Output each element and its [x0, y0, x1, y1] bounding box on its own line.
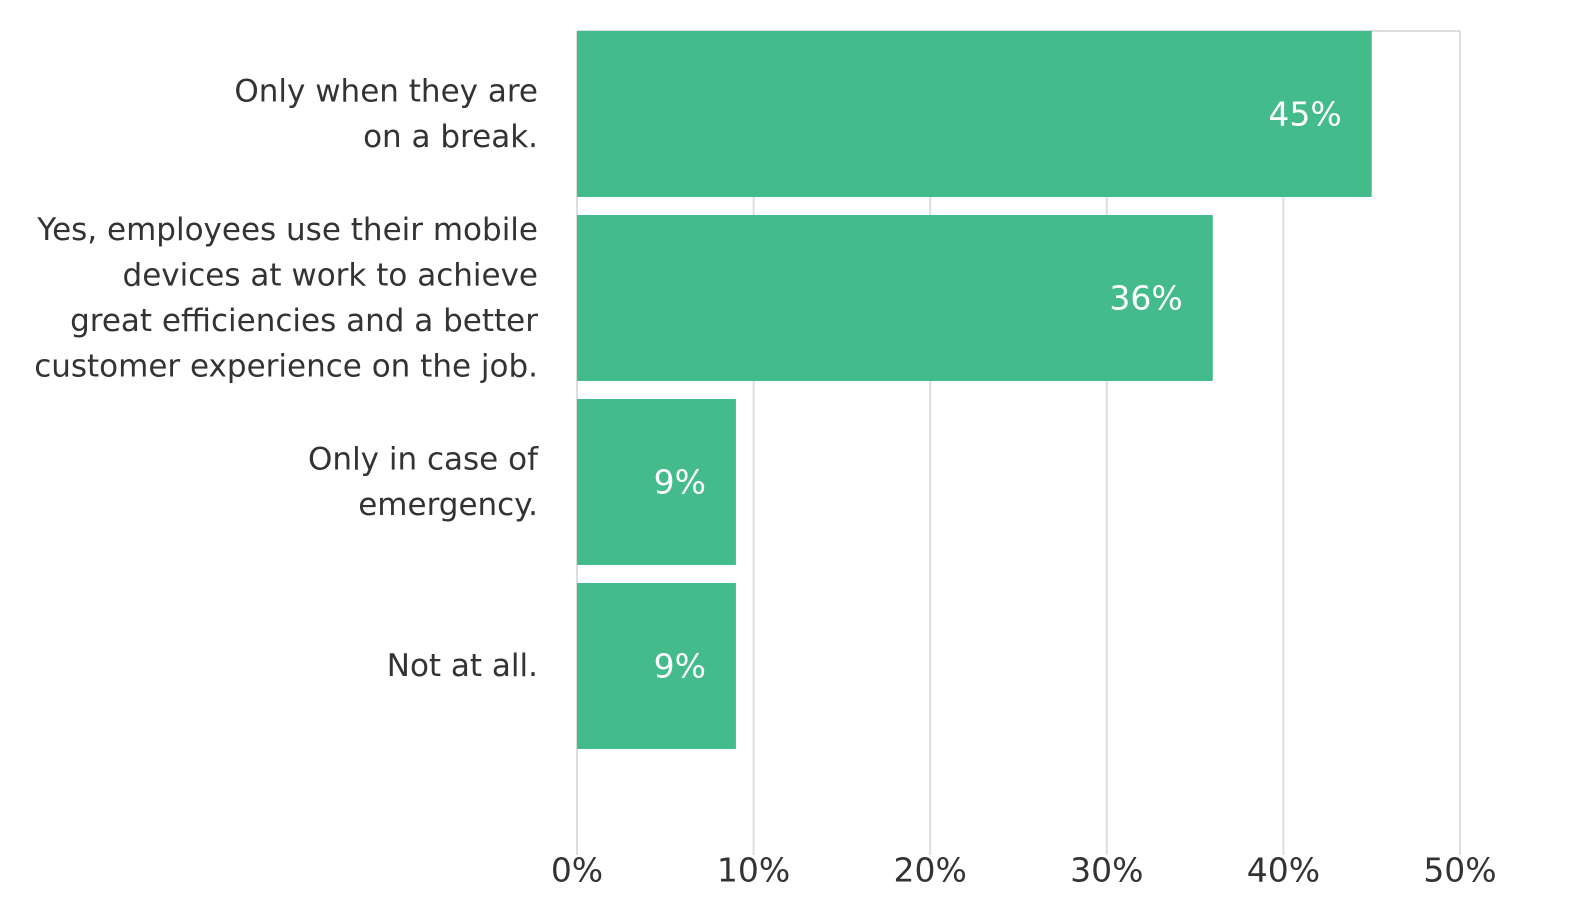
category-label-line: Only in case of	[308, 441, 539, 477]
category-label-0: Only when they are on a break.	[234, 73, 538, 155]
category-label-line: Not at all.	[387, 648, 538, 684]
x-tick-label-1: 10%	[717, 851, 790, 890]
bar-0	[577, 31, 1372, 197]
category-label-3: Not at all.	[387, 648, 538, 684]
data-label-3: 9%	[654, 647, 706, 686]
x-tick-label-2: 20%	[894, 851, 967, 890]
category-labels: Only when they are on a break. Yes, employ…	[34, 73, 539, 684]
category-label-line: devices at work to achieve	[123, 257, 538, 293]
data-label-0: 45%	[1268, 95, 1341, 134]
x-axis-tick-labels: 0% 10% 20% 30% 40% 50%	[551, 851, 1497, 890]
category-label-line: on a break.	[363, 119, 538, 155]
category-label-line: Yes, employees use their mobile	[36, 212, 538, 248]
x-tick-label-0: 0%	[551, 851, 603, 890]
bars	[577, 31, 1372, 749]
data-labels: 45% 36% 9% 9%	[654, 95, 1342, 686]
category-label-2: Only in case of emergency.	[308, 441, 539, 523]
category-label-line: customer experience on the job.	[34, 348, 538, 384]
bar-2	[577, 399, 736, 565]
category-label-line: Only when they are	[234, 73, 538, 109]
category-label-line: emergency.	[358, 487, 538, 523]
bar-3	[577, 583, 736, 749]
x-tick-label-5: 50%	[1423, 851, 1496, 890]
x-tick-label-4: 40%	[1247, 851, 1320, 890]
data-label-1: 36%	[1109, 279, 1182, 318]
category-label-line: great efficiencies and a better	[70, 303, 538, 339]
data-label-2: 9%	[654, 463, 706, 502]
x-tick-label-3: 30%	[1070, 851, 1143, 890]
bar-1	[577, 215, 1213, 381]
category-label-1: Yes, employees use their mobile devices a…	[34, 212, 538, 385]
